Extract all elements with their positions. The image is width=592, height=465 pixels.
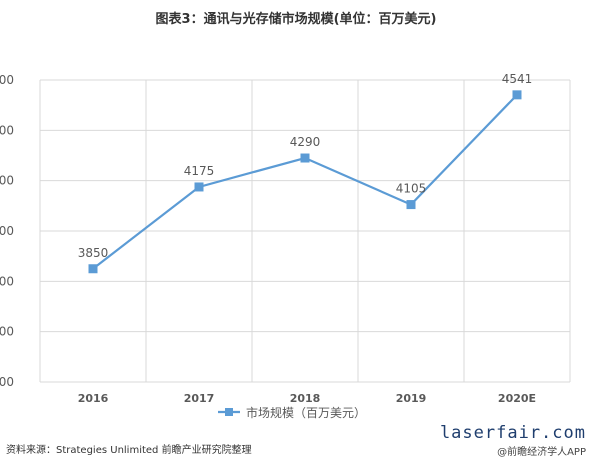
- x-tick-label: 2017: [184, 392, 215, 405]
- legend-label: 市场规模（百万美元）: [246, 405, 366, 420]
- legend-marker-swatch: [225, 408, 233, 416]
- data-label: 4541: [502, 72, 533, 86]
- y-tick-label: 3600: [0, 325, 14, 339]
- data-point-marker: [194, 182, 204, 192]
- x-tick-label: 2016: [78, 392, 109, 405]
- chart-title: 图表3：通讯与光存储市场规模(单位：百万美元): [155, 12, 437, 27]
- data-point-marker: [406, 200, 416, 210]
- y-tick-label: 4400: [0, 123, 14, 137]
- series-line: [92, 94, 518, 270]
- x-tick-label: 2019: [396, 392, 427, 405]
- y-tick-label: 4600: [0, 73, 14, 87]
- y-tick-label: 3400: [0, 375, 14, 389]
- y-tick-label: 4000: [0, 224, 14, 238]
- data-point-marker: [300, 153, 310, 163]
- y-tick-label: 3800: [0, 274, 14, 288]
- data-label: 4290: [290, 135, 321, 149]
- y-tick-label: 4200: [0, 174, 14, 188]
- data-point-marker: [512, 90, 522, 100]
- data-label: 4105: [396, 182, 427, 196]
- app-credit: @前瞻经济学人APP: [497, 447, 586, 458]
- brand-watermark: laserfair.com: [439, 423, 586, 443]
- source-note: 资料来源：Strategies Unlimited 前瞻产业研究院整理: [6, 445, 252, 456]
- x-tick-label: 2018: [290, 392, 321, 405]
- data-label: 3850: [78, 246, 109, 260]
- x-tick-label: 2020E: [498, 392, 536, 405]
- data-point-marker: [88, 264, 98, 274]
- data-label: 4175: [184, 164, 215, 178]
